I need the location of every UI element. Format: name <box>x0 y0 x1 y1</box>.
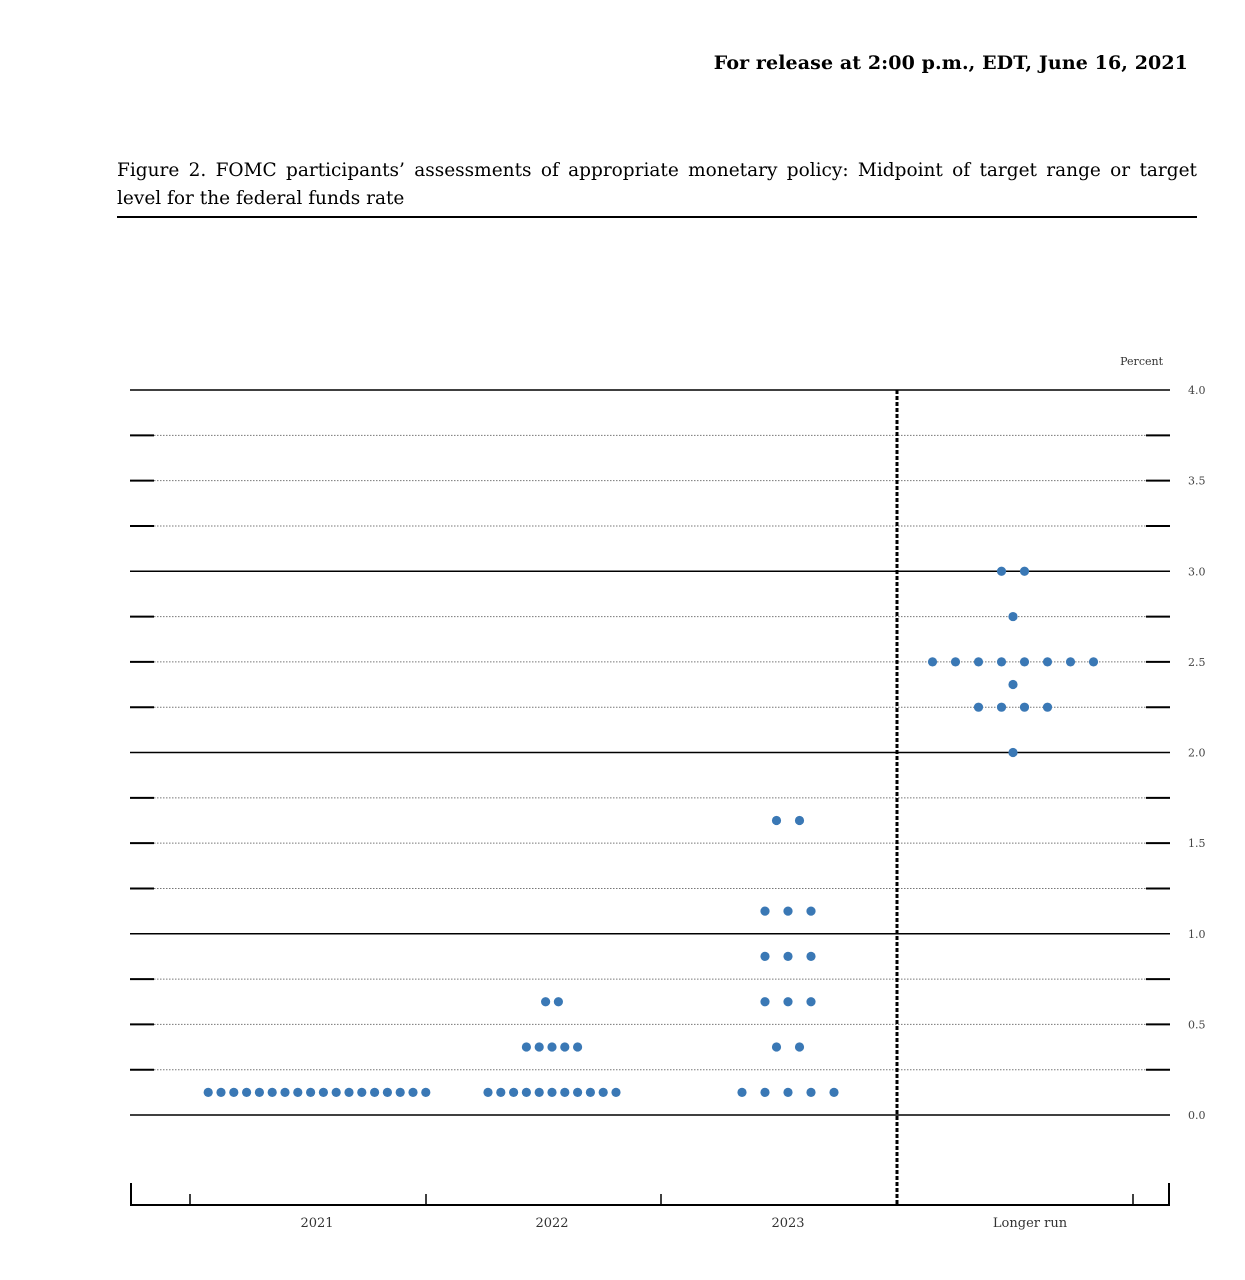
dot-2021 <box>344 1087 354 1097</box>
dot-2023 <box>771 815 782 826</box>
figure-title: Figure 2. FOMC participants’ assessments… <box>117 160 1197 209</box>
y-tick-label: 0.0 <box>1188 1109 1206 1122</box>
dot-2021 <box>216 1087 226 1097</box>
dot-2022 <box>521 1087 532 1097</box>
dot-longer-run <box>927 657 938 667</box>
dot-2023 <box>760 1087 770 1097</box>
dot-longer-run <box>1008 679 1018 690</box>
dot-layer <box>203 566 1099 1097</box>
dot-2022 <box>508 1087 519 1097</box>
dot-2022 <box>534 1042 544 1052</box>
dot-2021 <box>382 1087 392 1097</box>
dot-2021 <box>229 1087 239 1097</box>
y-tick-label: 3.5 <box>1188 475 1206 488</box>
dot-2022 <box>560 1087 570 1097</box>
dot-2023 <box>783 906 793 916</box>
y-tick-label: 1.0 <box>1188 928 1206 941</box>
dot-2022 <box>534 1087 544 1097</box>
dot-2023 <box>783 1087 793 1097</box>
dot-longer-run <box>1042 657 1053 667</box>
grid-layer <box>130 389 1170 1116</box>
dot-longer-run <box>1019 657 1030 667</box>
dot-2021 <box>306 1087 316 1097</box>
dot-2021 <box>254 1087 264 1097</box>
dot-2021 <box>242 1087 252 1097</box>
dot-2023 <box>760 997 770 1007</box>
dot-2023 <box>771 1042 782 1052</box>
dot-longer-run <box>996 702 1007 712</box>
dot-2021 <box>408 1087 418 1097</box>
dot-2023 <box>829 1087 839 1097</box>
dot-2022 <box>541 997 551 1007</box>
y-tick-label: 1.5 <box>1188 837 1206 850</box>
dot-2021 <box>395 1087 405 1097</box>
dot-2023 <box>760 906 770 916</box>
dot-2022 <box>585 1087 596 1097</box>
dot-longer-run <box>950 657 961 667</box>
dot-2022 <box>573 1087 583 1097</box>
dot-longer-run <box>996 566 1007 576</box>
dot-2021 <box>293 1087 303 1097</box>
y-tick-label: 2.5 <box>1188 656 1206 669</box>
x-category-label: 2021 <box>300 1216 333 1231</box>
dot-2021 <box>318 1087 328 1097</box>
release-notice: For release at 2:00 p.m., EDT, June 16, … <box>713 52 1188 74</box>
dot-2022 <box>573 1042 583 1052</box>
dot-2021 <box>370 1087 380 1097</box>
dot-longer-run <box>1008 611 1018 622</box>
dot-2022 <box>547 1042 557 1052</box>
dot-longer-run <box>1008 747 1018 758</box>
dot-2023 <box>806 1087 816 1097</box>
dot-longer-run <box>1019 702 1030 712</box>
y-tick-label: 3.0 <box>1188 565 1206 578</box>
dot-longer-run <box>1088 657 1099 667</box>
dot-longer-run <box>1065 657 1076 667</box>
dot-2023 <box>794 815 805 826</box>
dot-2023 <box>806 906 816 916</box>
axis-layer: 0.0 0.5 1.0 1.5 2.0 2.5 3.0 3.5 4.0 2021 2022 2023 L… <box>130 384 1206 1231</box>
dot-2023 <box>783 951 793 962</box>
dot-2023 <box>760 951 770 962</box>
title-rule <box>117 216 1197 218</box>
dot-longer-run <box>996 657 1007 667</box>
dot-2022 <box>483 1087 493 1097</box>
dot-2022 <box>521 1042 532 1052</box>
dot-2021 <box>421 1087 431 1097</box>
dot-longer-run <box>973 657 984 667</box>
dot-longer-run <box>1042 702 1053 712</box>
dot-2022 <box>547 1087 557 1097</box>
dot-longer-run <box>973 702 984 712</box>
unit-label: Percent <box>1120 355 1163 368</box>
dot-2022 <box>598 1087 608 1097</box>
dot-2021 <box>280 1087 290 1097</box>
dot-2022 <box>553 997 564 1007</box>
dot-2023 <box>806 997 816 1007</box>
dot-2023 <box>806 951 816 962</box>
y-tick-label: 2.0 <box>1188 747 1206 760</box>
dot-2021 <box>357 1087 367 1097</box>
dot-2021 <box>203 1087 213 1097</box>
dot-2023 <box>783 997 793 1007</box>
dot-2023 <box>794 1042 805 1052</box>
x-category-label: 2022 <box>535 1216 568 1231</box>
dot-2021 <box>331 1087 341 1097</box>
dot-2022 <box>496 1087 506 1097</box>
x-category-label: Longer run <box>993 1216 1068 1231</box>
y-tick-label: 0.5 <box>1188 1018 1206 1031</box>
y-tick-label: 4.0 <box>1188 384 1206 397</box>
dot-longer-run <box>1019 566 1030 576</box>
dot-2021 <box>267 1087 277 1097</box>
dot-2022 <box>611 1087 621 1097</box>
x-category-label: 2023 <box>771 1216 804 1231</box>
dot-2022 <box>560 1042 570 1052</box>
dot-2023 <box>737 1087 747 1097</box>
